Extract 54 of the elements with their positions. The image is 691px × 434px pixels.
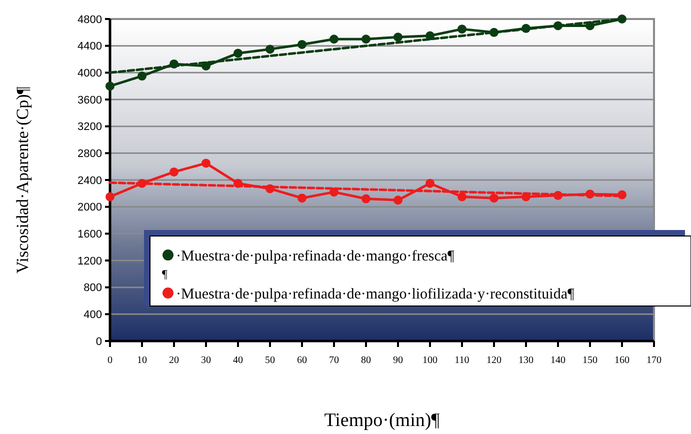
point (106, 82, 114, 91)
legend-label: ·Muestra·de·pulpa·refinada·de·mango·liofilizada·y·reconstituida¶ (176, 286, 574, 302)
x-tick-label: 120 (486, 355, 502, 366)
y-tick-label: 1600 (78, 228, 102, 241)
point (490, 194, 498, 203)
x-tick-label: 30 (201, 355, 211, 366)
x-tick-label: 100 (422, 355, 438, 366)
x-tick-label: 160 (614, 355, 630, 366)
point (266, 44, 274, 54)
x-tick-label: 90 (393, 355, 403, 366)
y-tick-label: 3600 (78, 94, 102, 106)
point (330, 34, 338, 44)
point (202, 158, 210, 168)
point (458, 192, 466, 202)
point (394, 32, 402, 42)
y-tick-label: 0 (96, 336, 102, 348)
x-tick-label: 60 (297, 355, 307, 366)
point (298, 40, 306, 49)
point (394, 196, 402, 205)
x-tick-label: 170 (646, 355, 662, 366)
y-axis-title: Viscosidad·Aparente·(Cp)¶ (13, 86, 32, 274)
x-tick-label: 110 (454, 355, 470, 366)
legend-label: ·Muestra·de·pulpa·refinada·de·mango·fresca¶ (176, 248, 455, 264)
x-tick-label: 80 (361, 355, 371, 366)
y-tick-label: 3200 (78, 121, 102, 134)
x-tick-label: 140 (550, 355, 566, 366)
x-tick-label: 130 (518, 355, 534, 366)
point (234, 48, 242, 58)
point (458, 24, 466, 34)
y-tick-label: 2400 (78, 174, 102, 187)
point (426, 178, 434, 188)
y-tick-label: 4400 (78, 40, 102, 53)
point (298, 194, 306, 203)
point (138, 72, 146, 81)
x-tick-label: 20 (169, 355, 179, 366)
x-axis-title: Tiempo·(min)¶ (324, 410, 440, 431)
x-tick-label: 70 (329, 355, 339, 366)
x-tick-label: 10 (137, 355, 147, 366)
x-tick-label: 0 (108, 355, 112, 366)
y-tick-label: 800 (84, 282, 102, 294)
y-tick-label: 400 (84, 309, 102, 322)
annotation: ¶ (162, 267, 168, 282)
point (106, 192, 114, 202)
x-tick-label: 50 (265, 355, 275, 366)
point (362, 34, 370, 44)
point (170, 167, 178, 176)
y-tick-label: 1200 (78, 255, 102, 268)
x-tick-label: 150 (582, 355, 598, 366)
y-tick-label: 4800 (78, 14, 102, 26)
x-tick-label: 40 (233, 355, 243, 366)
point (362, 194, 370, 204)
y-tick-label: 4000 (78, 68, 102, 80)
y-tick-label: 2800 (78, 148, 102, 160)
y-tick-label: 2000 (78, 202, 102, 214)
